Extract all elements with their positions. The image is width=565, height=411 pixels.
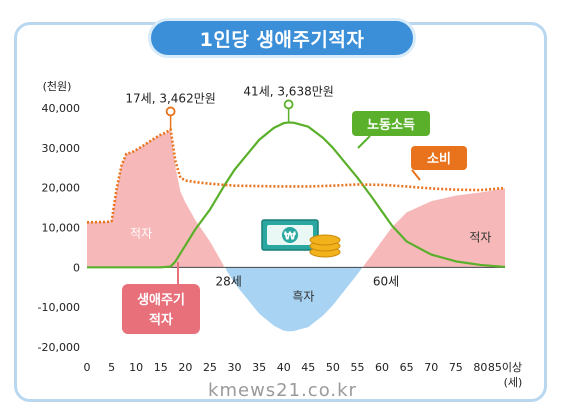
consumption-line xyxy=(86,128,506,224)
x-tick-label: 50 xyxy=(326,361,340,374)
peak-marker xyxy=(165,106,176,117)
surplus-label: 흑자 xyxy=(292,289,314,303)
x-tick-label: 30 xyxy=(228,361,242,374)
x-tick-label: 25 xyxy=(203,361,217,374)
peak-annotation: 41세, 3,638만원 xyxy=(243,84,333,98)
labor-income-line xyxy=(87,121,506,269)
x-tick-label: 20 xyxy=(178,361,192,374)
watermark: kmews21.co.kr xyxy=(208,380,357,401)
y-tick-label: -10,000 xyxy=(38,301,80,314)
surplus-area xyxy=(225,267,363,332)
labor-income-badge-label: 노동소득 xyxy=(367,118,415,133)
x-tick-label: 60 xyxy=(375,361,389,374)
consumption-badge-pointer xyxy=(411,169,421,181)
deficit-badge-line1: 생애주기 xyxy=(137,292,185,308)
crossover-label: 28세 xyxy=(216,274,242,288)
y-unit-label: (천원) xyxy=(43,79,72,93)
crossover-label: 60세 xyxy=(373,274,399,288)
x-tick-label: 5 xyxy=(108,361,115,374)
x-tick-label: 75 xyxy=(449,361,463,374)
x-tick-label: 80 xyxy=(473,361,487,374)
peak-marker xyxy=(283,99,294,110)
deficit-label-left: 적자 xyxy=(130,226,152,240)
x-tick-label: 70 xyxy=(424,361,438,374)
x-unit-label: (세) xyxy=(504,376,523,389)
money-icon: ₩ xyxy=(261,219,341,258)
peak-annotation: 17세, 3,462만원 xyxy=(125,91,215,105)
x-tick-label: 10 xyxy=(129,361,143,374)
x-tick-label: 15 xyxy=(154,361,168,374)
life-cycle-deficit-badge xyxy=(122,284,200,334)
won-coin-mark xyxy=(282,227,298,243)
labor-income-badge xyxy=(352,111,430,136)
deficit-label-right: 적자 xyxy=(469,230,491,244)
y-tick-label: -20,000 xyxy=(38,341,80,354)
consumption-badge xyxy=(411,146,467,170)
y-tick-label: 30,000 xyxy=(42,142,81,155)
y-tick-label: 10,000 xyxy=(42,222,81,235)
consumption-badge-label: 소비 xyxy=(427,152,451,167)
x-tick-label: 0 xyxy=(84,361,91,374)
y-tick-label: 20,000 xyxy=(42,182,81,195)
x-tick-label: 35 xyxy=(252,361,266,374)
labor-badge-pointer xyxy=(357,135,371,149)
x-tick-label: 85이상 xyxy=(488,361,522,374)
x-tick-label: 40 xyxy=(277,361,291,374)
page-title-text: 1인당 생애주기적자 xyxy=(199,28,365,51)
y-tick-label: 40,000 xyxy=(42,102,81,115)
x-tick-label: 55 xyxy=(350,361,364,374)
deficit-area xyxy=(87,130,505,268)
page-title: 1인당 생애주기적자 xyxy=(148,18,416,58)
y-tick-label: 0 xyxy=(73,261,80,274)
won-sign-icon: ₩ xyxy=(284,230,296,243)
x-tick-label: 45 xyxy=(301,361,315,374)
coin-stack-coin xyxy=(309,234,341,246)
deficit-badge-line2: 적자 xyxy=(149,312,173,328)
x-tick-label: 65 xyxy=(400,361,414,374)
